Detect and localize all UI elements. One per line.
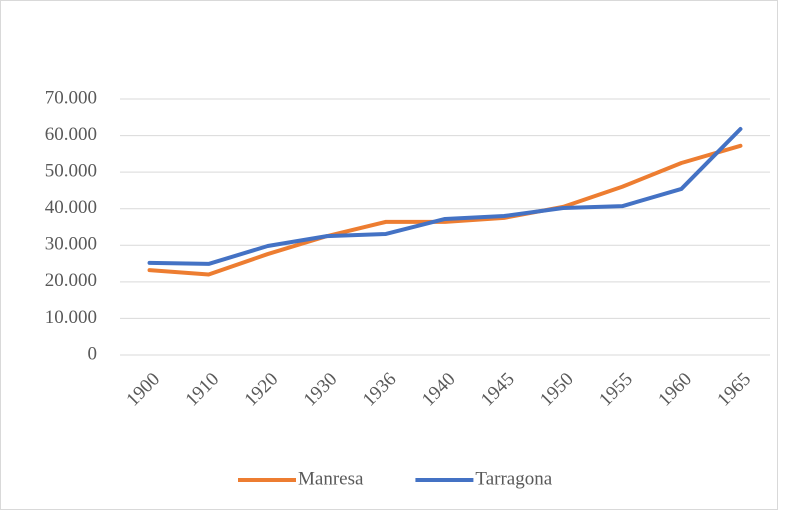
y-tick-label: 20.000	[45, 270, 97, 291]
y-tick-label: 50.000	[45, 161, 97, 182]
y-tick-label: 0	[88, 343, 98, 364]
y-tick-label: 70.000	[45, 87, 97, 108]
y-tick-label: 60.000	[45, 124, 97, 145]
legend-label: Tarragona	[475, 468, 552, 489]
y-tick-label: 30.000	[45, 234, 97, 255]
line-series	[147, 126, 743, 266]
y-tick-label: 40.000	[45, 197, 97, 218]
legend-label: Manresa	[298, 468, 364, 489]
y-tick-label: 10.000	[45, 307, 97, 328]
line-series	[147, 143, 743, 277]
